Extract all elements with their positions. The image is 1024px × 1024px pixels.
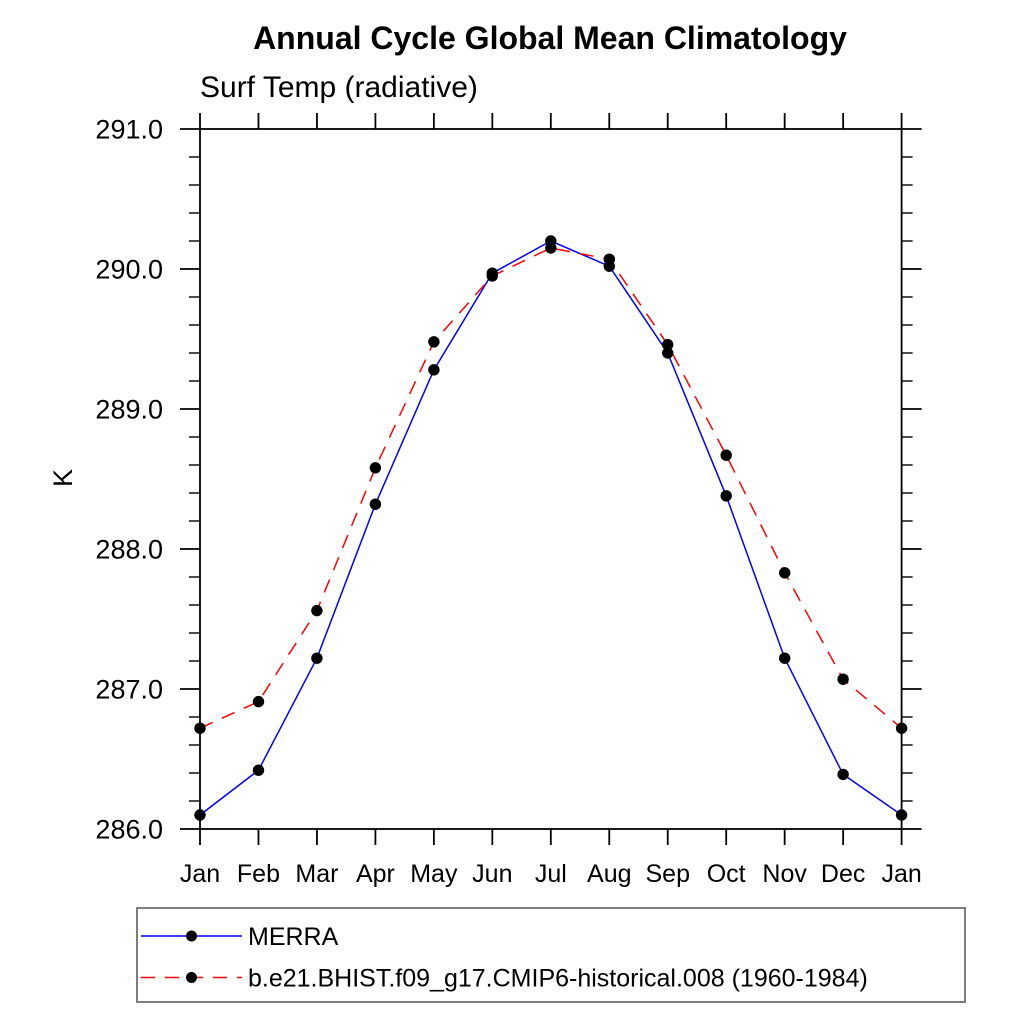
x-tick-label: Aug <box>587 860 631 888</box>
y-axis-label: K <box>48 469 78 487</box>
y-tick-label: 288.0 <box>95 535 163 565</box>
x-tick-label: Jan <box>180 860 220 888</box>
x-tick-label: May <box>410 860 458 888</box>
series-marker-1 <box>369 462 382 474</box>
x-tick-label: Dec <box>821 860 865 888</box>
legend-swatch-marker-1 <box>186 972 197 983</box>
y-tick-label: 287.0 <box>95 675 163 705</box>
y-tick-label: 286.0 <box>95 815 163 845</box>
legend-swatch-marker-0 <box>186 930 197 942</box>
y-tick-label: 290.0 <box>95 255 163 285</box>
x-tick-label: Jun <box>472 860 512 888</box>
y-tick-label: 291.0 <box>95 115 163 145</box>
legend-box <box>136 907 966 1003</box>
x-tick-label: Sep <box>645 860 689 888</box>
series-marker-0 <box>662 347 674 359</box>
series-marker-0 <box>895 809 908 821</box>
x-tick-label: Jan <box>881 860 921 888</box>
series-marker-0 <box>311 652 323 664</box>
series-marker-1 <box>895 722 908 734</box>
series-marker-0 <box>252 764 265 776</box>
x-tick-label: Nov <box>762 860 807 888</box>
x-tick-label: Oct <box>707 860 746 888</box>
series-marker-0 <box>779 652 791 664</box>
series-marker-0 <box>837 768 849 781</box>
x-tick-label: Apr <box>356 860 395 888</box>
plot-area: 286.0 287.0 288.0 289.0 290.0 291.0 Jan Feb Mar A… <box>95 113 922 888</box>
legend: MERRA b.e21.BHIST.f09_g17.CMIP6-historica… <box>136 907 966 1003</box>
series-line-1 <box>199 247 903 729</box>
series-marker-0 <box>369 498 382 510</box>
y-tick-label: 289.0 <box>95 395 163 425</box>
series-marker-1 <box>428 336 440 348</box>
series-marker-1 <box>779 567 791 579</box>
series-marker-1 <box>311 604 323 617</box>
series-marker-1 <box>194 722 206 734</box>
chart-subtitle: Surf Temp (radiative) <box>200 71 478 104</box>
series-marker-1 <box>603 253 615 265</box>
x-tick-label: Jul <box>535 860 567 888</box>
series-marker-0 <box>194 809 206 821</box>
series-marker-1 <box>486 270 498 282</box>
series-marker-1 <box>837 673 849 685</box>
x-tick-label: Feb <box>237 860 280 888</box>
legend-label-0: MERRA <box>248 923 339 951</box>
series-marker-1 <box>720 449 732 461</box>
chart-title: Annual Cycle Global Mean Climatology <box>253 20 847 56</box>
plot-border <box>199 128 903 830</box>
series-marker-1 <box>662 338 674 351</box>
series-marker-0 <box>720 490 732 502</box>
legend-label-1: b.e21.BHIST.f09_g17.CMIP6-historical.008… <box>248 965 868 993</box>
series-marker-1 <box>545 242 557 254</box>
series-line-0 <box>199 240 903 816</box>
x-tick-label: Mar <box>295 860 338 888</box>
series-marker-0 <box>428 364 440 376</box>
series-marker-1 <box>252 695 265 708</box>
